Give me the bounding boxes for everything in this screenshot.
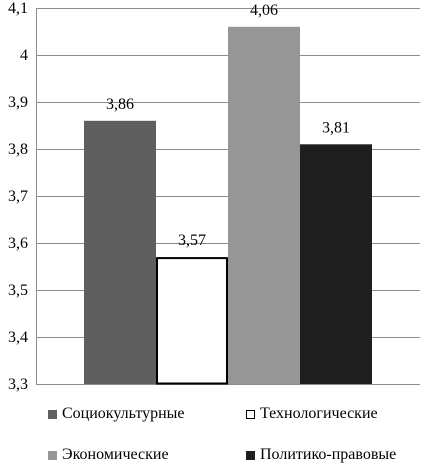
y-tick-label: 3,9 [8, 94, 28, 111]
y-tick-label: 3,3 [8, 376, 28, 393]
bar [156, 257, 228, 385]
data-label: 4,06 [250, 2, 278, 19]
y-tick-label: 3,5 [8, 282, 28, 299]
y-tick-label: 4 [20, 47, 28, 64]
data-label: 3,81 [322, 119, 350, 136]
data-label: 3,86 [106, 96, 134, 113]
bar [228, 26, 300, 385]
y-tick-label: 3,4 [8, 329, 28, 346]
y-tick-label: 4,1 [8, 0, 28, 17]
y-tick-label: 3,7 [8, 188, 28, 205]
data-label: 3,57 [178, 232, 206, 249]
y-tick-label: 3,8 [8, 141, 28, 158]
bar [84, 120, 156, 385]
y-tick-label: 3,6 [8, 235, 28, 252]
bar [300, 144, 372, 384]
